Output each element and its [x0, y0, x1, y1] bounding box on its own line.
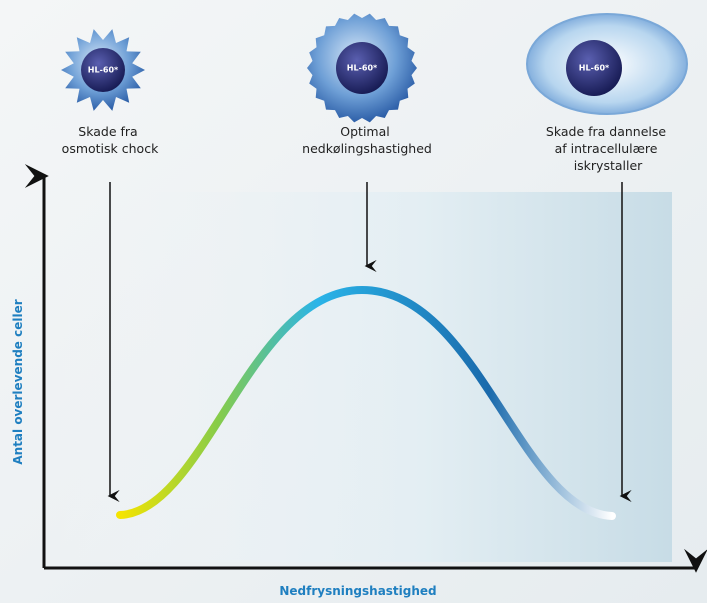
cell-label: HL-60*	[347, 64, 378, 73]
caption: Optimal nedkølingshastighed	[302, 124, 432, 156]
caption: Skade fra osmotisk chock	[62, 124, 159, 156]
nucleus	[336, 42, 388, 94]
cell-label: HL-60*	[579, 64, 610, 73]
nucleus	[81, 48, 125, 92]
x-axis-label: Nedfrysningshastighed	[279, 584, 436, 598]
survival-curve	[116, 285, 616, 520]
y-axis-label: Antal overlevende celler	[11, 299, 25, 464]
cell-label: HL-60*	[88, 66, 119, 75]
caption: Skade fra dannelse af intracellulære isk…	[546, 124, 670, 173]
nucleus	[566, 40, 622, 96]
